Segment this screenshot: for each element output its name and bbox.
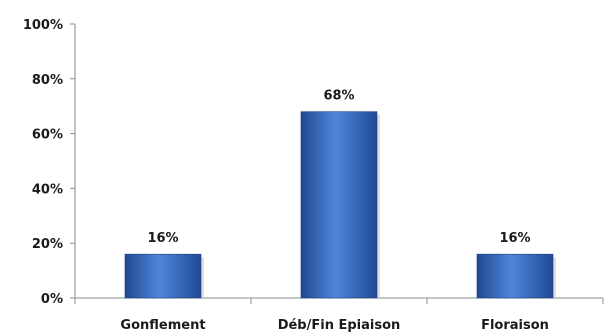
y-tick-label: 40% — [32, 182, 63, 197]
bars — [124, 111, 556, 299]
y-tick-label: 0% — [41, 292, 63, 307]
y-tick-label: 100% — [23, 18, 63, 33]
data-label: 16% — [147, 231, 178, 246]
data-label: 68% — [323, 89, 354, 104]
x-category-label: Déb/Fin Epiaison — [278, 318, 401, 333]
bar — [300, 111, 378, 299]
y-tick-label: 80% — [32, 73, 63, 88]
y-ticks: 0% 20% 40% 60% 80% 100% — [23, 18, 75, 307]
y-tick-label: 60% — [32, 128, 63, 143]
bar — [124, 253, 202, 299]
labels: 16% Gonflement 68% Déb/Fin Epiaison 16% Flora… — [120, 89, 549, 333]
x-category-label: Floraison — [481, 318, 549, 333]
bar — [476, 253, 554, 299]
x-category-label: Gonflement — [120, 318, 205, 333]
y-tick-label: 20% — [32, 237, 63, 252]
data-label: 16% — [499, 231, 530, 246]
